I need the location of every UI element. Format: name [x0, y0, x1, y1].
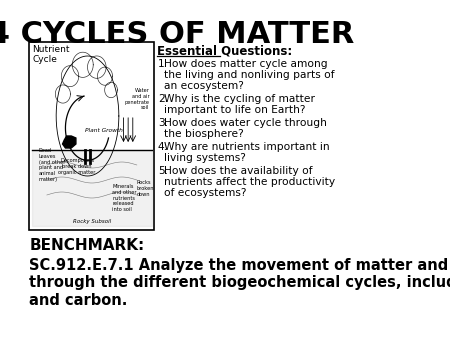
Text: Plant Growth: Plant Growth — [85, 128, 123, 134]
Text: Why is the cycling of matter: Why is the cycling of matter — [164, 94, 315, 104]
Text: 5.: 5. — [158, 166, 168, 176]
Polygon shape — [63, 136, 76, 148]
Text: 2.: 2. — [158, 94, 168, 104]
Text: 4.: 4. — [158, 142, 168, 152]
FancyBboxPatch shape — [29, 42, 154, 230]
Text: the living and nonliving parts of: the living and nonliving parts of — [164, 70, 335, 80]
Text: 1.: 1. — [158, 59, 168, 69]
Text: 3.: 3. — [158, 118, 168, 128]
Text: Rocks
broken
down: Rocks broken down — [137, 180, 154, 197]
Text: Water
and air
penetrate
soil: Water and air penetrate soil — [125, 88, 150, 111]
Text: 3.4 CYCLES OF MATTER: 3.4 CYCLES OF MATTER — [0, 20, 355, 49]
Text: Dead
Leaves
(and other
plant and
animal
matter): Dead Leaves (and other plant and animal … — [39, 148, 65, 182]
Text: the biosphere?: the biosphere? — [164, 129, 244, 139]
Text: How does matter cycle among: How does matter cycle among — [164, 59, 328, 69]
Text: nutrients affect the productivity: nutrients affect the productivity — [164, 177, 335, 187]
Text: important to life on Earth?: important to life on Earth? — [164, 105, 306, 115]
Text: How does the availability of: How does the availability of — [164, 166, 313, 176]
Text: Rocky Subsoil: Rocky Subsoil — [72, 219, 111, 224]
Text: Essential Questions:: Essential Questions: — [157, 44, 292, 57]
Text: Nutrient
Cycle: Nutrient Cycle — [32, 45, 70, 65]
Text: an ecosystem?: an ecosystem? — [164, 81, 244, 91]
Text: Decomposers
break down
organic matter: Decomposers break down organic matter — [58, 158, 96, 175]
Text: SC.912.E.7.1 Analyze the movement of matter and energy
through the different bio: SC.912.E.7.1 Analyze the movement of mat… — [29, 258, 450, 308]
Text: BENCHMARK:: BENCHMARK: — [29, 238, 145, 253]
Text: Why are nutrients important in: Why are nutrients important in — [164, 142, 330, 152]
Text: living systems?: living systems? — [164, 153, 246, 163]
Text: How does water cycle through: How does water cycle through — [164, 118, 327, 128]
Text: of ecosystems?: of ecosystems? — [164, 188, 247, 198]
Text: Minerals
and other
nutrients
released
into soil: Minerals and other nutrients released in… — [112, 184, 137, 212]
